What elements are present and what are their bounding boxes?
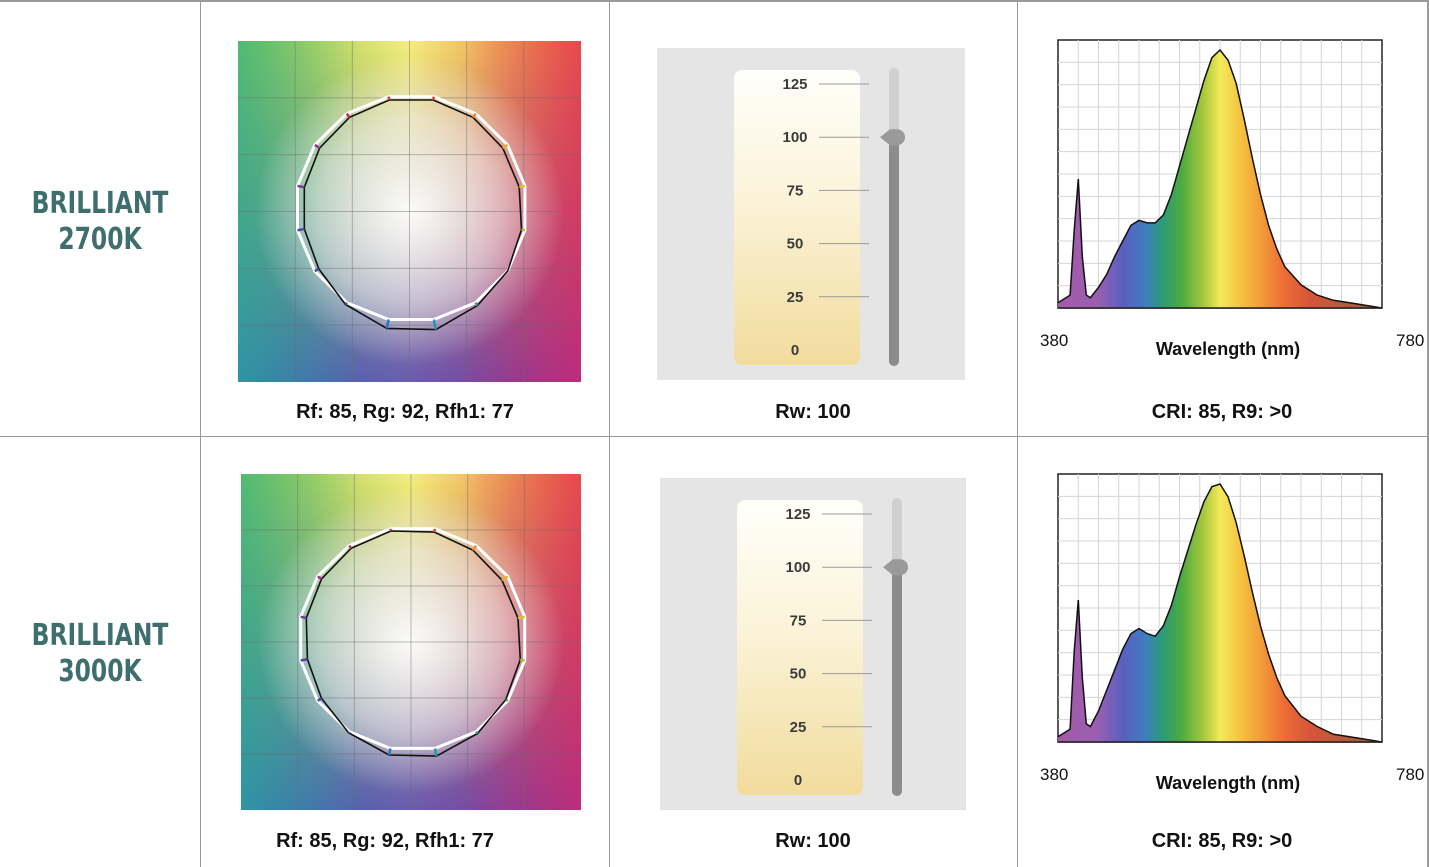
hue-vector-arrow — [433, 748, 438, 757]
spectrum-chart-1: 380 780 Wavelength (nm) — [1040, 39, 1424, 359]
hue-vector-arrow — [348, 544, 353, 550]
label-line1: BRILLIANT — [31, 618, 169, 653]
x-max-label: 780 — [1396, 765, 1424, 784]
hue-vector-arrow — [345, 112, 351, 119]
hue-vector-arrow — [387, 748, 392, 756]
rw-slider-fill — [889, 137, 899, 366]
rw-tick-label: 50 — [790, 666, 807, 683]
rw-scale-1: 125 100 75 50 25 0 — [657, 48, 965, 380]
rw-caption-1: Rw: 100 — [775, 401, 851, 423]
color-vector-graphic-1 — [238, 41, 581, 382]
hue-vector-arrow — [432, 319, 438, 330]
table-col-divider-1 — [200, 0, 201, 867]
table-col-divider-3 — [1017, 0, 1018, 867]
hue-vector-arrow — [431, 96, 436, 101]
hue-vector-arrow — [300, 657, 308, 662]
hue-vector-arrow — [297, 184, 305, 189]
rw-tick-label: 100 — [785, 559, 810, 576]
hue-vector-arrow — [519, 184, 526, 189]
spectrum-curve — [1057, 483, 1383, 743]
rw-slider-fill — [892, 567, 902, 796]
spectrum-chart-2: 380 780 Wavelength (nm) — [1040, 473, 1424, 793]
hue-vector-arrow — [314, 143, 321, 150]
spectrum-curve — [1057, 48, 1383, 309]
hue-vector-arrow — [474, 301, 479, 307]
table-divider-middle — [0, 436, 1429, 437]
table-border-right — [1427, 0, 1429, 867]
row-label-3000k: BRILLIANT 3000K — [22, 618, 178, 690]
hue-vector-arrow — [517, 615, 525, 620]
spectrum-area — [1058, 484, 1382, 742]
hue-vector-arrow — [501, 575, 509, 582]
hue-vector-arrow — [300, 615, 307, 620]
hue-vector-arrow — [475, 731, 479, 735]
hue-vector-arrow — [472, 112, 477, 119]
rw-tick-label: 125 — [782, 76, 807, 93]
hue-vector-arrow — [297, 227, 305, 232]
rw-gradient-panel — [734, 70, 860, 365]
hue-vector-arrow — [502, 143, 509, 150]
fidelity-caption-2: Rf: 85, Rg: 92, Rfh1: 77 — [276, 830, 494, 852]
fidelity-caption-1: Rf: 85, Rg: 92, Rfh1: 77 — [296, 401, 514, 423]
table-col-divider-2 — [609, 0, 610, 867]
hue-vector-arrow — [521, 228, 526, 232]
rw-tick-label: 75 — [787, 182, 804, 199]
color-vector-graphic-2 — [241, 474, 581, 810]
hue-vector-arrow — [347, 731, 351, 734]
rw-tick-label: 100 — [782, 129, 807, 146]
spectrum-area — [1058, 50, 1382, 308]
hue-vector-arrow — [520, 658, 525, 662]
table-border-top — [0, 0, 1429, 2]
x-axis-title: Wavelength (nm) — [1156, 339, 1300, 359]
rw-scale-2: 125 100 75 50 25 0 — [660, 478, 966, 810]
x-max-label: 780 — [1396, 331, 1424, 350]
hue-vector-arrow — [433, 528, 437, 533]
hue-vector-arrow — [471, 544, 478, 551]
hue-vector-arrow — [505, 698, 509, 702]
hue-vector-arrow — [317, 697, 323, 702]
rw-tick-label: 0 — [794, 772, 802, 789]
label-line1: BRILLIANT — [31, 186, 169, 221]
rw-tick-label: 25 — [790, 719, 807, 736]
rw-caption-2: Rw: 100 — [775, 830, 851, 852]
x-axis-title: Wavelength (nm) — [1156, 773, 1300, 793]
reference-circle — [299, 527, 527, 750]
reference-circle — [296, 95, 527, 321]
cri-caption-2: CRI: 85, R9: >0 — [1151, 830, 1293, 852]
hue-vector-arrow — [385, 319, 390, 329]
x-min-label: 380 — [1040, 765, 1068, 784]
label-line2: 3000K — [58, 654, 142, 689]
cri-caption-1: CRI: 85, R9: >0 — [1151, 401, 1293, 423]
rw-tick-label: 0 — [791, 342, 799, 359]
hue-vector-arrow — [344, 301, 348, 306]
hue-vector-arrow — [317, 575, 323, 580]
rw-tick-label: 75 — [790, 612, 807, 629]
rw-slider-thumb — [883, 559, 908, 576]
hue-vector-arrow — [387, 96, 391, 101]
rw-slider-thumb — [880, 129, 905, 146]
label-line2: 2700K — [58, 222, 142, 257]
rw-tick-label: 125 — [785, 506, 810, 523]
rw-tick-label: 50 — [787, 236, 804, 253]
row-label-2700k: BRILLIANT 2700K — [22, 186, 178, 258]
rw-tick-label: 25 — [787, 289, 804, 306]
rw-gradient-panel — [737, 500, 863, 795]
x-min-label: 380 — [1040, 331, 1068, 350]
hue-vector-arrow — [314, 267, 320, 273]
